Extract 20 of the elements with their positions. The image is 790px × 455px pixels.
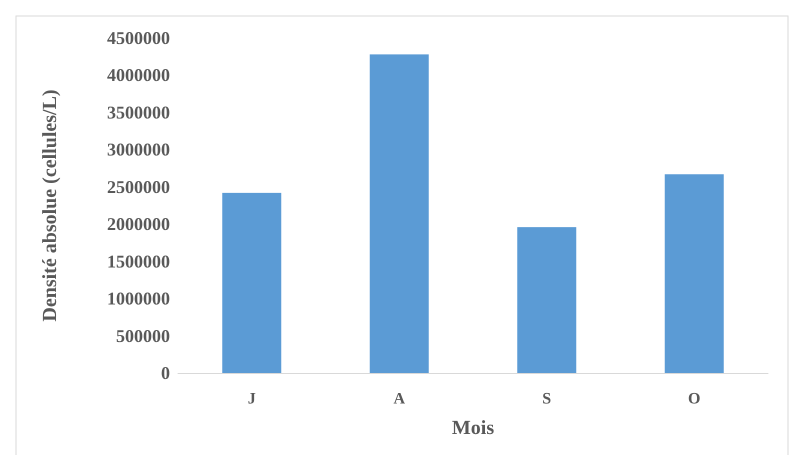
y-axis-title: Densité absolue (cellules/L) [39, 89, 61, 322]
bar [517, 227, 576, 373]
y-tick-label: 3000000 [107, 140, 170, 160]
x-tick-label: J [248, 390, 256, 408]
y-tick-label: 500000 [116, 326, 170, 346]
y-tick-label: 2000000 [107, 214, 170, 234]
bar [370, 54, 429, 373]
bar [664, 174, 724, 373]
y-tick-label: 4500000 [107, 28, 170, 48]
x-axis-title: Mois [452, 417, 494, 439]
y-tick-label: 1000000 [107, 288, 170, 309]
y-tick-label: 1500000 [107, 251, 170, 272]
x-tick-label: A [393, 390, 406, 408]
bar [222, 192, 282, 373]
y-tick-label: 4000000 [107, 65, 170, 86]
y-tick-label: 3500000 [107, 102, 170, 122]
x-tick-label: S [542, 390, 552, 408]
y-tick-label: 0 [161, 363, 170, 383]
y-tick-label: 2500000 [107, 176, 170, 197]
x-tick-label: O [688, 390, 700, 408]
